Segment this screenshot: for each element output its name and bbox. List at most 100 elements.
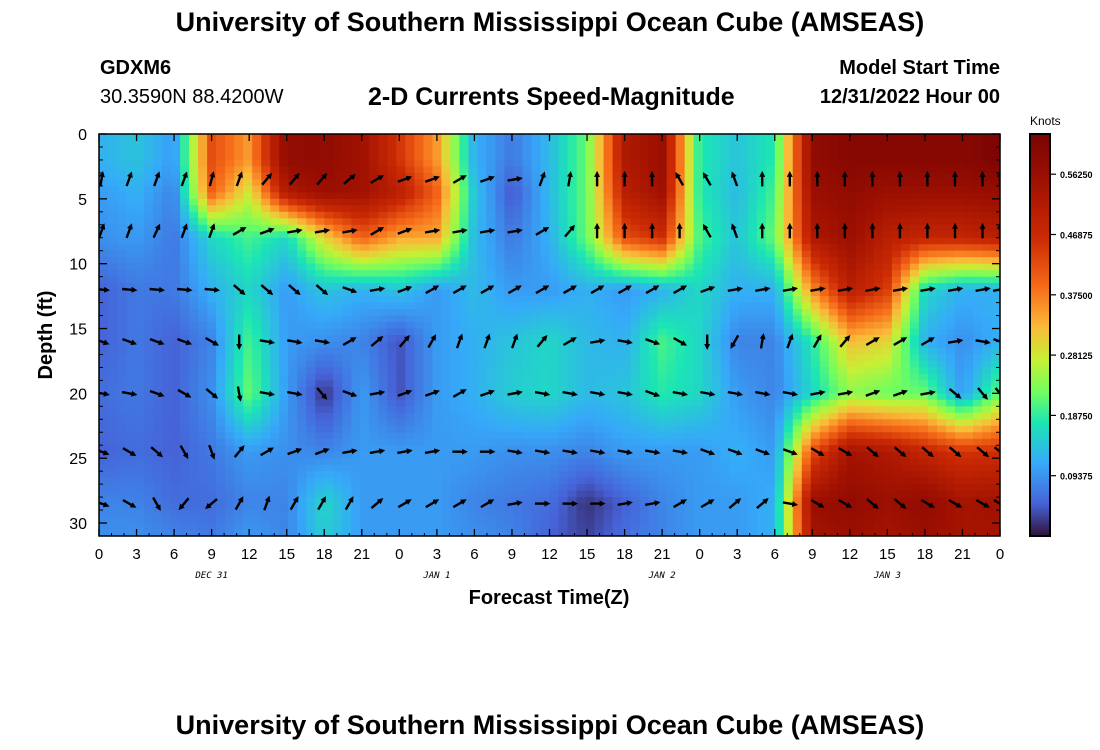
heatmap-cell bbox=[288, 166, 298, 174]
heatmap-cell bbox=[252, 399, 262, 407]
heatmap-cell bbox=[657, 140, 668, 148]
heatmap-cell bbox=[405, 302, 415, 310]
heatmap-cell bbox=[432, 302, 442, 310]
heatmap-cell bbox=[558, 315, 569, 323]
heatmap-cell bbox=[225, 367, 235, 375]
heatmap-cell bbox=[306, 438, 316, 446]
heatmap-cell bbox=[261, 315, 271, 323]
heatmap-cell bbox=[756, 257, 767, 265]
heatmap-cell bbox=[972, 425, 983, 433]
heatmap-cell bbox=[216, 159, 226, 168]
heatmap-cell bbox=[648, 309, 659, 317]
heatmap-cell bbox=[558, 198, 569, 206]
heatmap-cell bbox=[954, 296, 965, 304]
heatmap-cell bbox=[225, 159, 235, 168]
heatmap-cell bbox=[666, 315, 677, 323]
heatmap-cell bbox=[792, 263, 803, 271]
heatmap-cell bbox=[729, 386, 740, 394]
heatmap-cell bbox=[486, 322, 497, 330]
heatmap-cell bbox=[612, 399, 623, 407]
heatmap-cell bbox=[306, 231, 316, 239]
heatmap-cell bbox=[945, 276, 956, 284]
heatmap-cell bbox=[549, 445, 560, 453]
heatmap-cell bbox=[558, 134, 569, 142]
heatmap-cell bbox=[594, 237, 605, 245]
heatmap-cell bbox=[909, 192, 920, 200]
heatmap-cell bbox=[828, 283, 839, 291]
heatmap-cell bbox=[630, 341, 641, 349]
heatmap-cell bbox=[261, 263, 271, 271]
heatmap-cell bbox=[306, 367, 316, 375]
heatmap-cell bbox=[306, 185, 316, 193]
heatmap-cell bbox=[378, 335, 388, 343]
heatmap-cell bbox=[630, 153, 641, 161]
heatmap-cell bbox=[387, 166, 397, 174]
heatmap-cell bbox=[774, 360, 785, 369]
heatmap-cell bbox=[576, 263, 587, 271]
heatmap-cell bbox=[198, 198, 208, 206]
heatmap-cell bbox=[729, 302, 740, 310]
heatmap-cell bbox=[369, 192, 379, 200]
heatmap-cell bbox=[144, 134, 154, 142]
heatmap-cell bbox=[144, 322, 154, 330]
heatmap-cell bbox=[639, 211, 650, 219]
heatmap-cell bbox=[459, 322, 470, 330]
heatmap-cell bbox=[702, 406, 713, 414]
heatmap-cell bbox=[648, 399, 659, 407]
heatmap-cell bbox=[792, 393, 803, 401]
heatmap-cell bbox=[963, 445, 974, 453]
heatmap-cell bbox=[243, 412, 253, 420]
heatmap-cell bbox=[486, 276, 497, 284]
heatmap-cell bbox=[126, 315, 136, 323]
heatmap-cell bbox=[369, 380, 379, 388]
heatmap-cell bbox=[486, 146, 497, 155]
heatmap-cell bbox=[612, 354, 623, 362]
heatmap-cell bbox=[990, 419, 1000, 427]
heatmap-cell bbox=[153, 185, 163, 193]
heatmap-cell bbox=[936, 438, 947, 446]
heatmap-cell bbox=[216, 179, 226, 187]
heatmap-cell bbox=[270, 211, 280, 219]
heatmap-cell bbox=[495, 386, 506, 394]
heatmap-cell bbox=[855, 153, 866, 161]
heatmap-cell bbox=[396, 224, 406, 232]
heatmap-cell bbox=[936, 309, 947, 317]
heatmap-cell bbox=[225, 315, 235, 323]
heatmap-cell bbox=[765, 192, 776, 200]
heatmap-cell bbox=[405, 322, 415, 330]
heatmap-cell bbox=[207, 166, 217, 174]
heatmap-cell bbox=[180, 250, 190, 258]
heatmap-cell bbox=[513, 257, 524, 265]
heatmap-cell bbox=[774, 289, 785, 297]
heatmap-cell bbox=[333, 347, 343, 356]
heatmap-cell bbox=[873, 322, 884, 330]
heatmap-cell bbox=[900, 328, 911, 336]
heatmap-cell bbox=[297, 270, 307, 278]
heatmap-cell bbox=[459, 250, 470, 258]
heatmap-cell bbox=[684, 451, 695, 459]
heatmap-cell bbox=[216, 347, 226, 356]
heatmap-cell bbox=[549, 179, 560, 187]
heatmap-cell bbox=[684, 328, 695, 336]
heatmap-cell bbox=[108, 231, 118, 239]
heatmap-cell bbox=[279, 393, 289, 401]
heatmap-cell bbox=[414, 354, 424, 362]
heatmap-cell bbox=[414, 205, 424, 213]
heatmap-cell bbox=[486, 231, 497, 239]
heatmap-cell bbox=[567, 328, 578, 336]
heatmap-cell bbox=[207, 432, 217, 440]
heatmap-cell bbox=[738, 185, 749, 193]
heatmap-cell bbox=[693, 283, 704, 291]
heatmap-cell bbox=[531, 419, 542, 427]
heatmap-cell bbox=[189, 172, 199, 180]
heatmap-cell bbox=[576, 250, 587, 258]
heatmap-cell bbox=[666, 335, 677, 343]
heatmap-cell bbox=[378, 153, 388, 161]
heatmap-cell bbox=[306, 237, 316, 245]
heatmap-cell bbox=[306, 347, 316, 356]
heatmap-cell bbox=[234, 205, 244, 213]
heatmap-cell bbox=[765, 250, 776, 258]
heatmap-cell bbox=[963, 146, 974, 155]
heatmap-cell bbox=[441, 218, 451, 226]
heatmap-cell bbox=[108, 224, 118, 232]
